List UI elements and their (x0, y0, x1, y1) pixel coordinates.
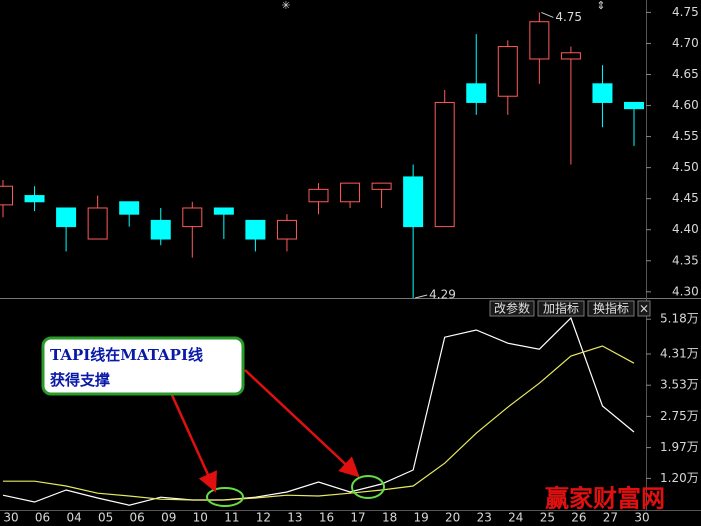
candle-body (276, 219, 297, 240)
y-tick-label: 4.40 (672, 222, 699, 236)
button-label: 加指标 (543, 301, 579, 316)
x-tick-label: 20 (445, 511, 460, 525)
y-tick-label: 4.70 (672, 36, 699, 50)
x-tick-label: 30 (634, 511, 649, 525)
y-tick-label: 2.75万 (660, 409, 699, 423)
candle-body (466, 83, 487, 103)
toolbar-button[interactable] (587, 300, 635, 317)
candle-body (245, 219, 266, 240)
highlight-ellipse (206, 487, 244, 507)
candle-body (150, 219, 171, 240)
toolbar-button[interactable] (537, 300, 585, 317)
candle-body (87, 207, 108, 240)
y-tick-label: 4.55 (672, 129, 699, 143)
x-tick-label: 25 (540, 511, 555, 525)
watermark: 赢家财富网 (545, 484, 665, 513)
y-tick-label: 5.18万 (660, 312, 699, 326)
candle-body (592, 83, 613, 103)
candle-body (529, 21, 550, 60)
candle-body (308, 188, 329, 203)
x-tick-label: 09 (161, 511, 176, 525)
x-tick-label: 19 (414, 511, 429, 525)
annotation-box (41, 336, 245, 396)
arrow (170, 394, 217, 493)
button-label: × (639, 302, 649, 316)
candle-body (119, 201, 140, 215)
x-tick-label: 11 (224, 511, 239, 525)
y-tick-label: 1.97万 (660, 440, 699, 454)
low-label: 4.29 (429, 288, 456, 302)
x-tick-label: 27 (603, 511, 618, 525)
candle-body (340, 182, 361, 203)
candle-body (434, 101, 455, 228)
x-tick-label: 26 (571, 511, 586, 525)
x-tick-label: 17 (350, 511, 365, 525)
y-tick-label: 4.60 (672, 98, 699, 112)
x-tick-label: 30 (3, 511, 18, 525)
annotation-text: TAPI线在MATAPI线 (50, 346, 203, 364)
indicator-line (2, 316, 635, 506)
button-label: 换指标 (593, 301, 629, 316)
y-tick-label: 1.20万 (660, 471, 699, 485)
x-tick-label: 24 (508, 511, 523, 525)
highlight-ellipse (351, 475, 385, 499)
candle-body (560, 52, 581, 60)
x-tick-label: 12 (256, 511, 271, 525)
candle-body (182, 207, 203, 228)
candle-body (403, 176, 424, 228)
candle-body (56, 207, 77, 228)
candle-body (371, 182, 392, 190)
toolbar-button[interactable] (637, 300, 651, 317)
icon: ✳ (281, 0, 290, 12)
candle-body (624, 101, 644, 110)
button-label: 改参数 (494, 301, 530, 316)
pointer (415, 294, 428, 299)
x-tick-label: 04 (66, 511, 81, 525)
pointer (541, 11, 554, 18)
x-tick-label: 06 (130, 511, 145, 525)
candle-body (24, 195, 45, 203)
annotation-text: 获得支撑 (50, 371, 110, 389)
x-tick-label: 06 (35, 511, 50, 525)
y-tick-label: 4.75 (672, 5, 699, 19)
x-tick-label: 18 (382, 511, 397, 525)
icon: ⇕ (596, 0, 605, 12)
x-tick-label: 05 (98, 511, 113, 525)
y-tick-label: 4.30 (672, 284, 699, 298)
x-tick-label: 10 (193, 511, 208, 525)
arrow (244, 369, 360, 478)
y-tick-label: 4.65 (672, 67, 699, 81)
x-tick-label: 13 (287, 511, 302, 525)
indicator-line (3, 345, 635, 501)
x-tick-label: 23 (477, 511, 492, 525)
x-tick-label: 16 (319, 511, 334, 525)
candle-body (213, 207, 234, 215)
high-label: 4.75 (555, 10, 582, 24)
toolbar-button[interactable] (489, 300, 535, 317)
y-tick-label: 4.50 (672, 160, 699, 174)
y-tick-label: 4.45 (672, 191, 699, 205)
y-tick-label: 4.31万 (660, 347, 699, 361)
candle-body (0, 185, 13, 206)
y-tick-label: 4.35 (672, 253, 699, 267)
y-tick-label: 3.53万 (660, 378, 699, 392)
candle-body (497, 46, 518, 97)
